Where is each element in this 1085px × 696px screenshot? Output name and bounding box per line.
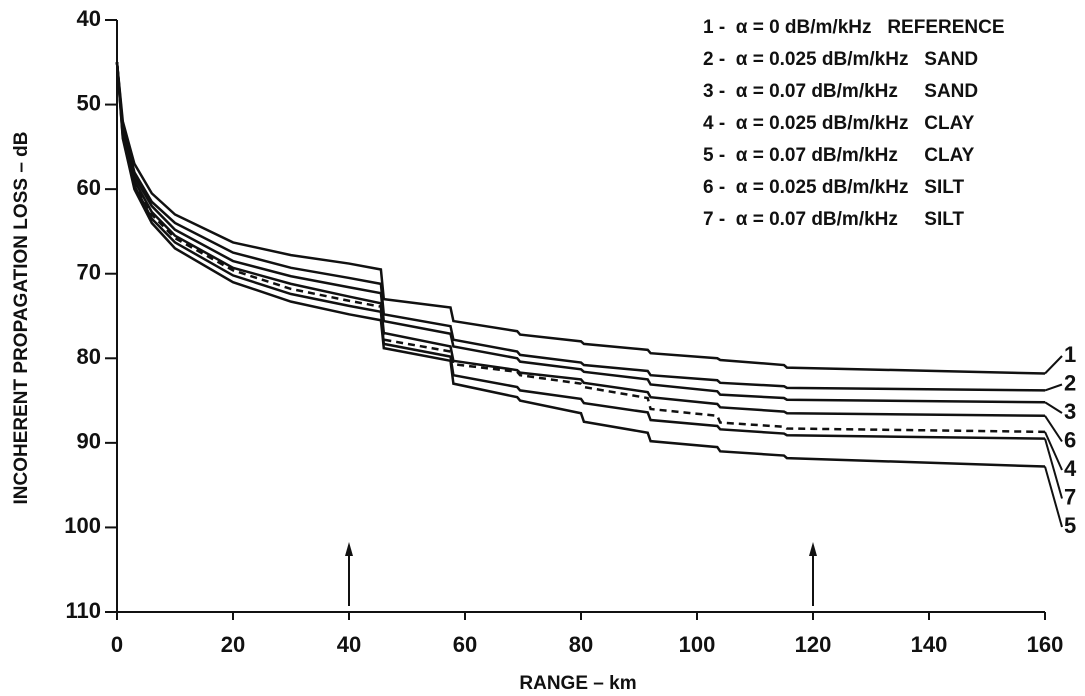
- y-tick-label: 60: [77, 175, 101, 200]
- x-tick-label: 40: [337, 632, 361, 657]
- arrow-marker: [345, 542, 353, 606]
- x-tick-label: 60: [453, 632, 477, 657]
- x-tick-label: 20: [221, 632, 245, 657]
- series-line: [115, 62, 1046, 404]
- legend-entry: 1 - α = 0 dB/m/kHz REFERENCE: [703, 17, 1005, 38]
- y-tick-label: 100: [64, 513, 101, 538]
- series-line: [115, 62, 1046, 392]
- series-line: [115, 62, 1046, 375]
- legend-entry: 6 - α = 0.025 dB/m/kHz SILT: [703, 177, 964, 198]
- series-line: [115, 62, 1046, 418]
- series-line: [115, 62, 1046, 468]
- legend-entry: 7 - α = 0.07 dB/m/kHz SILT: [703, 209, 964, 230]
- x-tick-label: 140: [911, 632, 948, 657]
- end-label: 7: [1064, 484, 1076, 509]
- legend-entry: 5 - α = 0.07 dB/m/kHz CLAY: [703, 145, 975, 166]
- end-label-leader: [1044, 431, 1063, 471]
- x-axis-label: RANGE – km: [519, 673, 636, 694]
- x-tick-label: 80: [569, 632, 593, 657]
- x-tick-label: 100: [679, 632, 716, 657]
- end-label: 5: [1064, 513, 1076, 538]
- end-label: 1: [1064, 342, 1076, 367]
- legend-entry: 4 - α = 0.025 dB/m/kHz CLAY: [703, 113, 975, 134]
- end-label-leader: [1044, 415, 1063, 443]
- legend-entry: 3 - α = 0.07 dB/m/kHz SAND: [703, 81, 978, 102]
- end-label-leader: [1044, 438, 1063, 499]
- end-label-leader: [1044, 466, 1063, 528]
- y-tick-label: 40: [77, 6, 101, 31]
- series-line: [115, 62, 1046, 434]
- x-tick-label: 120: [795, 632, 832, 657]
- x-tick-label: 160: [1027, 632, 1064, 657]
- end-label: 3: [1064, 399, 1076, 424]
- y-tick-label: 90: [77, 429, 101, 454]
- arrow-head: [809, 542, 817, 556]
- y-tick-label: 80: [77, 344, 101, 369]
- end-label: 2: [1064, 370, 1076, 395]
- y-tick-label: 110: [66, 598, 102, 623]
- y-tick-label: 70: [77, 260, 101, 285]
- arrow-marker: [809, 542, 817, 606]
- end-label: 6: [1064, 427, 1076, 452]
- series-line: [115, 62, 1046, 440]
- end-label-leader: [1044, 401, 1063, 414]
- y-axis-label: INCOHERENT PROPAGATION LOSS – dB: [11, 132, 32, 505]
- end-label-leader: [1044, 355, 1063, 375]
- legend-entry: 2 - α = 0.025 dB/m/kHz SAND: [703, 49, 978, 70]
- end-label-leader: [1044, 383, 1063, 392]
- y-tick-label: 50: [77, 90, 101, 115]
- arrow-head: [345, 542, 353, 556]
- end-label: 4: [1064, 456, 1077, 481]
- x-tick-label: 0: [111, 632, 123, 657]
